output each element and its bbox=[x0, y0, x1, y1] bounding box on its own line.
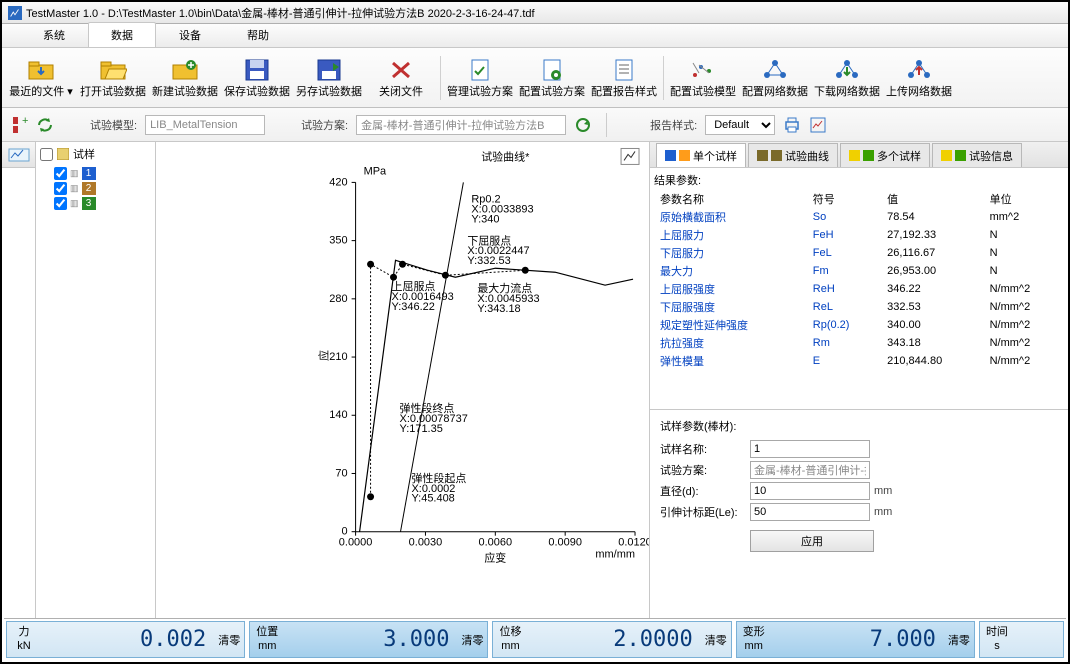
sample-params: 试样参数(棒材): 试样名称: 试验方案: 直径(d): mm 引伸计标距(Le)… bbox=[650, 410, 1068, 560]
rtab-试验曲线[interactable]: 试验曲线 bbox=[748, 143, 838, 167]
svg-text:Y:343.18: Y:343.18 bbox=[477, 303, 520, 315]
report-select[interactable]: Default bbox=[705, 115, 775, 135]
ribbon-folder-down[interactable]: 最近的文件 ▾ bbox=[6, 50, 76, 106]
svg-text:0.0090: 0.0090 bbox=[548, 537, 582, 549]
svg-text:0.0030: 0.0030 bbox=[409, 537, 443, 549]
ribbon-folder-open[interactable]: 打开试验数据 bbox=[78, 50, 148, 106]
titlebar: TestMaster 1.0 - D:\TestMaster 1.0\bin\D… bbox=[2, 2, 1068, 24]
svg-text:应变: 应变 bbox=[484, 551, 506, 565]
menubar: 系统数据设备帮助 bbox=[2, 24, 1068, 48]
meter-时间: 时间s bbox=[979, 621, 1064, 658]
menu-数据[interactable]: 数据 bbox=[88, 22, 156, 47]
ribbon-doc-check[interactable]: 管理试验方案 bbox=[445, 50, 515, 106]
report-label: 报告样式: bbox=[650, 117, 697, 133]
svg-text:+: + bbox=[22, 116, 28, 127]
svg-text:350: 350 bbox=[329, 235, 347, 247]
svg-text:0.0000: 0.0000 bbox=[339, 537, 373, 549]
tree-root-check[interactable] bbox=[40, 148, 53, 161]
sample-tree: 试样 ▥1▥2▥3 bbox=[36, 142, 156, 618]
rtab-单个试样[interactable]: 单个试样 bbox=[656, 143, 746, 167]
tree-item[interactable]: ▥2 bbox=[40, 181, 151, 196]
tree-item[interactable]: ▥1 bbox=[40, 166, 151, 181]
refresh-small-icon[interactable] bbox=[574, 116, 592, 134]
svg-text:Y:346.22: Y:346.22 bbox=[392, 301, 435, 313]
meter-位置: 位置mm3.000清零 bbox=[249, 621, 488, 658]
svg-text:试验曲线*: 试验曲线* bbox=[481, 149, 530, 163]
tree-item[interactable]: ▥3 bbox=[40, 196, 151, 211]
tree-icon bbox=[57, 148, 69, 160]
ribbon-net-down[interactable]: 下载网络数据 bbox=[812, 50, 882, 106]
dia-unit: mm bbox=[874, 485, 892, 497]
status-bar: 力kN0.002清零位置mm3.000清零位移mm2.0000清零变形mm7.0… bbox=[4, 618, 1066, 660]
rtab-试验信息[interactable]: 试验信息 bbox=[932, 143, 1022, 167]
dia-label: 直径(d): bbox=[660, 483, 750, 499]
app-icon bbox=[8, 6, 22, 20]
results-table: 参数名称符号值单位原始横截面积So78.54mm^2上屈服力FeH27,192.… bbox=[654, 190, 1064, 370]
svg-text:Y:340: Y:340 bbox=[471, 213, 499, 225]
dia-input[interactable] bbox=[750, 482, 870, 500]
results-title: 结果参数: bbox=[654, 172, 1064, 188]
print-icon[interactable] bbox=[783, 116, 801, 134]
scheme-input[interactable] bbox=[356, 115, 566, 135]
ribbon-net-up[interactable]: 上传网络数据 bbox=[884, 50, 954, 106]
left-tab[interactable] bbox=[2, 142, 35, 168]
ribbon-floppy-arrow[interactable]: 另存试验数据 bbox=[294, 50, 364, 106]
svg-text:mm/mm: mm/mm bbox=[595, 549, 635, 561]
ribbon-doc-lines[interactable]: 配置报告样式 bbox=[589, 50, 659, 106]
scheme-label: 试验方案: bbox=[301, 117, 348, 133]
meter-位移: 位移mm2.0000清零 bbox=[492, 621, 731, 658]
svg-text:Y:171.35: Y:171.35 bbox=[400, 423, 443, 435]
menu-设备[interactable]: 设备 bbox=[156, 22, 224, 47]
ribbon-doc-gear[interactable]: 配置试验方案 bbox=[517, 50, 587, 106]
ribbon-scatter[interactable]: 配置试验模型 bbox=[668, 50, 738, 106]
chart-preview-icon[interactable] bbox=[809, 116, 827, 134]
scheme2-label: 试验方案: bbox=[660, 462, 750, 478]
results-panel: 结果参数: 参数名称符号值单位原始横截面积So78.54mm^2上屈服力FeH2… bbox=[650, 168, 1068, 410]
refresh-icon[interactable] bbox=[36, 116, 54, 134]
window-title: TestMaster 1.0 - D:\TestMaster 1.0\bin\D… bbox=[26, 5, 535, 21]
svg-text:210: 210 bbox=[329, 351, 347, 363]
tree-title: 试样 bbox=[73, 146, 95, 162]
params-title: 试样参数(棒材): bbox=[660, 418, 1058, 434]
model-label: 试验模型: bbox=[90, 117, 137, 133]
gauge-input[interactable] bbox=[750, 503, 870, 521]
menu-帮助[interactable]: 帮助 bbox=[224, 22, 292, 47]
ribbon-floppy[interactable]: 保存试验数据 bbox=[222, 50, 292, 106]
name-input[interactable] bbox=[750, 440, 870, 458]
svg-text:Y:45.408: Y:45.408 bbox=[411, 493, 454, 505]
meter-变形: 变形mm7.000清零 bbox=[736, 621, 975, 658]
name-label: 试样名称: bbox=[660, 441, 750, 457]
left-tab-strip bbox=[2, 142, 36, 618]
svg-text:MPa: MPa bbox=[364, 165, 387, 177]
menu-系统[interactable]: 系统 bbox=[20, 22, 88, 47]
right-tabs: 单个试样试验曲线多个试样试验信息 bbox=[650, 142, 1068, 168]
svg-text:140: 140 bbox=[329, 409, 347, 421]
clamp-icon[interactable]: + bbox=[10, 116, 28, 134]
model-input[interactable] bbox=[145, 115, 265, 135]
rtab-多个试样[interactable]: 多个试样 bbox=[840, 143, 930, 167]
gauge-label: 引伸计标距(Le): bbox=[660, 504, 750, 520]
chart-area: 试验曲线*MPa0701402102803504200.00000.00300.… bbox=[156, 142, 650, 618]
option-strip: + 试验模型: 试验方案: 报告样式: Default bbox=[2, 108, 1068, 142]
svg-text:70: 70 bbox=[335, 467, 347, 479]
meter-力: 力kN0.002清零 bbox=[6, 621, 245, 658]
ribbon: 最近的文件 ▾打开试验数据新建试验数据保存试验数据另存试验数据关闭文件管理试验方… bbox=[2, 48, 1068, 108]
ribbon-x[interactable]: 关闭文件 bbox=[366, 50, 436, 106]
svg-text:0.0060: 0.0060 bbox=[479, 537, 513, 549]
apply-button[interactable]: 应用 bbox=[750, 530, 874, 552]
ribbon-folder-new[interactable]: 新建试验数据 bbox=[150, 50, 220, 106]
svg-text:280: 280 bbox=[329, 293, 347, 305]
svg-text:应: 应 bbox=[317, 350, 331, 361]
svg-text:420: 420 bbox=[329, 176, 347, 188]
svg-text:0.0120: 0.0120 bbox=[618, 537, 649, 549]
ribbon-net[interactable]: 配置网络数据 bbox=[740, 50, 810, 106]
svg-text:Y:332.53: Y:332.53 bbox=[467, 255, 510, 267]
scheme2-input[interactable] bbox=[750, 461, 870, 479]
gauge-unit: mm bbox=[874, 506, 892, 518]
